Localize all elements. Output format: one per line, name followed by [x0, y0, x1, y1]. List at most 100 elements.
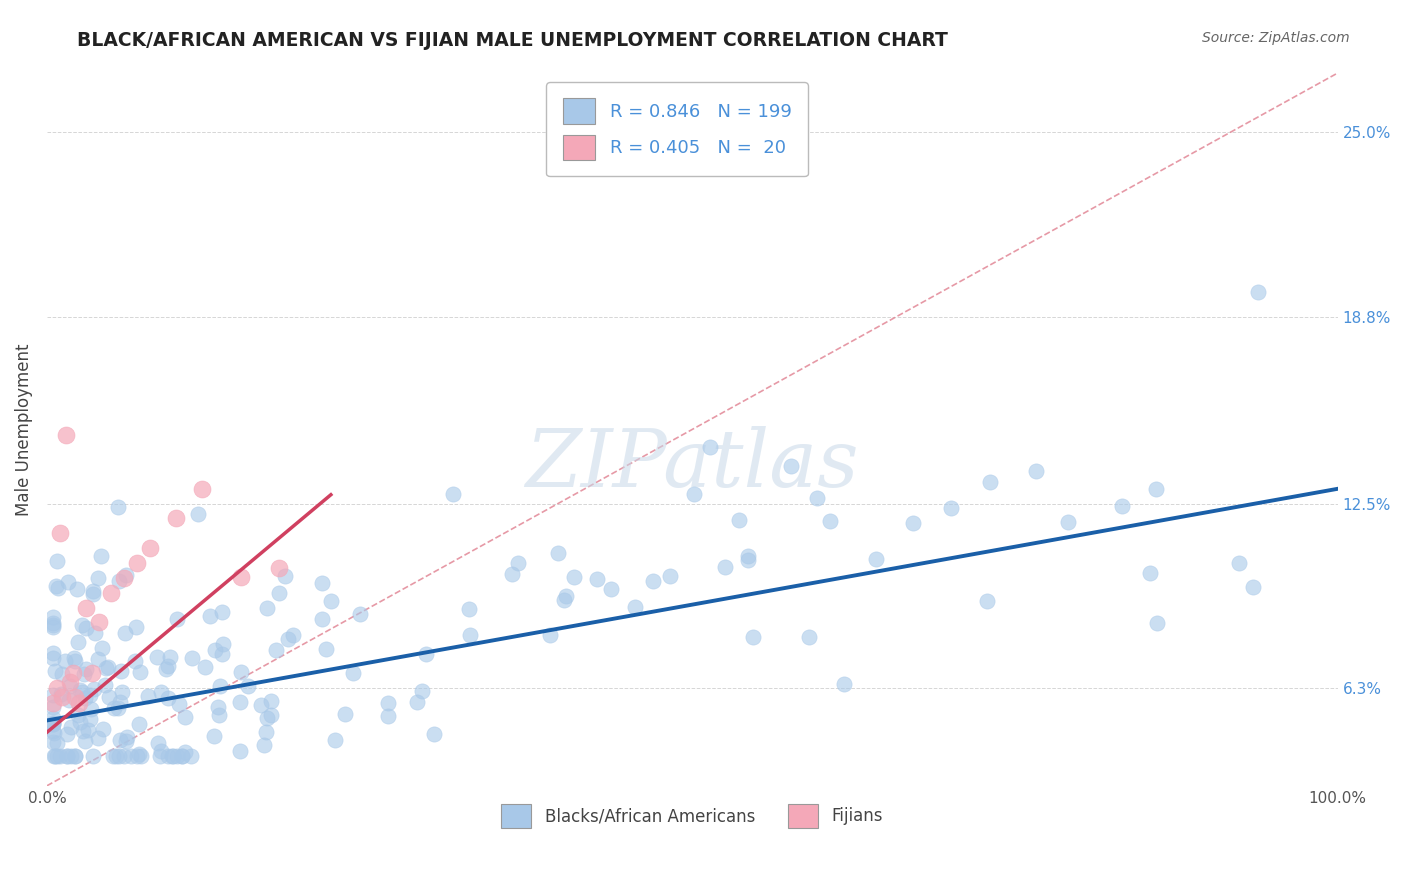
Point — [250, 698, 273, 712]
Point — [269, 561, 291, 575]
Point — [229, 695, 252, 709]
Point — [125, 620, 148, 634]
Point — [172, 749, 194, 764]
Point — [155, 662, 177, 676]
Point — [65, 690, 87, 704]
Point — [742, 630, 765, 644]
Point — [173, 710, 195, 724]
Point — [56, 749, 79, 764]
Point — [82, 587, 104, 601]
Point — [91, 722, 114, 736]
Point — [547, 546, 569, 560]
Point — [59, 674, 82, 689]
Point — [59, 749, 82, 764]
Point — [806, 491, 828, 506]
Point — [256, 711, 278, 725]
Point — [254, 725, 277, 739]
Point — [553, 592, 575, 607]
Point — [110, 695, 132, 709]
Point — [103, 701, 125, 715]
Point — [45, 749, 67, 764]
Point — [53, 654, 76, 668]
Point — [79, 713, 101, 727]
Point — [229, 570, 252, 584]
Point — [820, 514, 842, 528]
Point — [42, 609, 65, 624]
Point — [90, 549, 112, 563]
Point — [128, 747, 150, 761]
Point — [1111, 499, 1133, 513]
Point — [42, 615, 65, 630]
Point — [42, 723, 65, 738]
Point — [108, 733, 131, 747]
Point — [136, 689, 159, 703]
Point — [87, 571, 110, 585]
Point — [67, 696, 90, 710]
Point — [1056, 515, 1078, 529]
Point — [865, 551, 887, 566]
Point — [260, 694, 283, 708]
Point — [55, 428, 77, 442]
Point — [259, 707, 281, 722]
Point — [1146, 616, 1168, 631]
Point — [211, 648, 233, 662]
Point — [166, 749, 188, 764]
Point — [207, 700, 229, 714]
Point — [200, 608, 222, 623]
Point — [45, 554, 67, 568]
Point — [834, 677, 856, 691]
Point — [273, 568, 295, 582]
Point — [48, 749, 70, 764]
Point — [506, 556, 529, 570]
Point — [658, 569, 681, 583]
Point — [311, 575, 333, 590]
Point — [63, 749, 86, 764]
Text: BLACK/AFRICAN AMERICAN VS FIJIAN MALE UNEMPLOYMENT CORRELATION CHART: BLACK/AFRICAN AMERICAN VS FIJIAN MALE UN… — [77, 31, 948, 50]
Point — [107, 700, 129, 714]
Point — [127, 556, 149, 570]
Point — [101, 749, 124, 764]
Point — [73, 691, 96, 706]
Point — [105, 749, 128, 764]
Point — [162, 749, 184, 764]
Point — [411, 684, 433, 698]
Point — [45, 736, 67, 750]
Point — [56, 574, 79, 589]
Point — [100, 586, 122, 600]
Point — [112, 749, 135, 764]
Point — [799, 630, 821, 644]
Point — [115, 730, 138, 744]
Point — [555, 589, 578, 603]
Point — [120, 749, 142, 764]
Point — [42, 725, 65, 739]
Point — [73, 667, 96, 681]
Point — [167, 697, 190, 711]
Point — [204, 643, 226, 657]
Point — [129, 665, 152, 679]
Point — [91, 640, 114, 655]
Point — [51, 690, 73, 704]
Point — [457, 602, 479, 616]
Point — [79, 688, 101, 702]
Point — [148, 736, 170, 750]
Point — [112, 571, 135, 585]
Point — [82, 583, 104, 598]
Point — [191, 482, 214, 496]
Point — [146, 649, 169, 664]
Point — [586, 572, 609, 586]
Point — [264, 643, 287, 657]
Point — [97, 660, 120, 674]
Point — [110, 685, 132, 699]
Point — [149, 749, 172, 764]
Point — [129, 749, 152, 764]
Point — [208, 707, 231, 722]
Point — [72, 685, 94, 699]
Point — [86, 651, 108, 665]
Point — [1241, 580, 1264, 594]
Point — [115, 734, 138, 748]
Point — [44, 665, 66, 679]
Point — [323, 732, 346, 747]
Point — [780, 459, 803, 474]
Point — [181, 651, 204, 665]
Point — [67, 635, 90, 649]
